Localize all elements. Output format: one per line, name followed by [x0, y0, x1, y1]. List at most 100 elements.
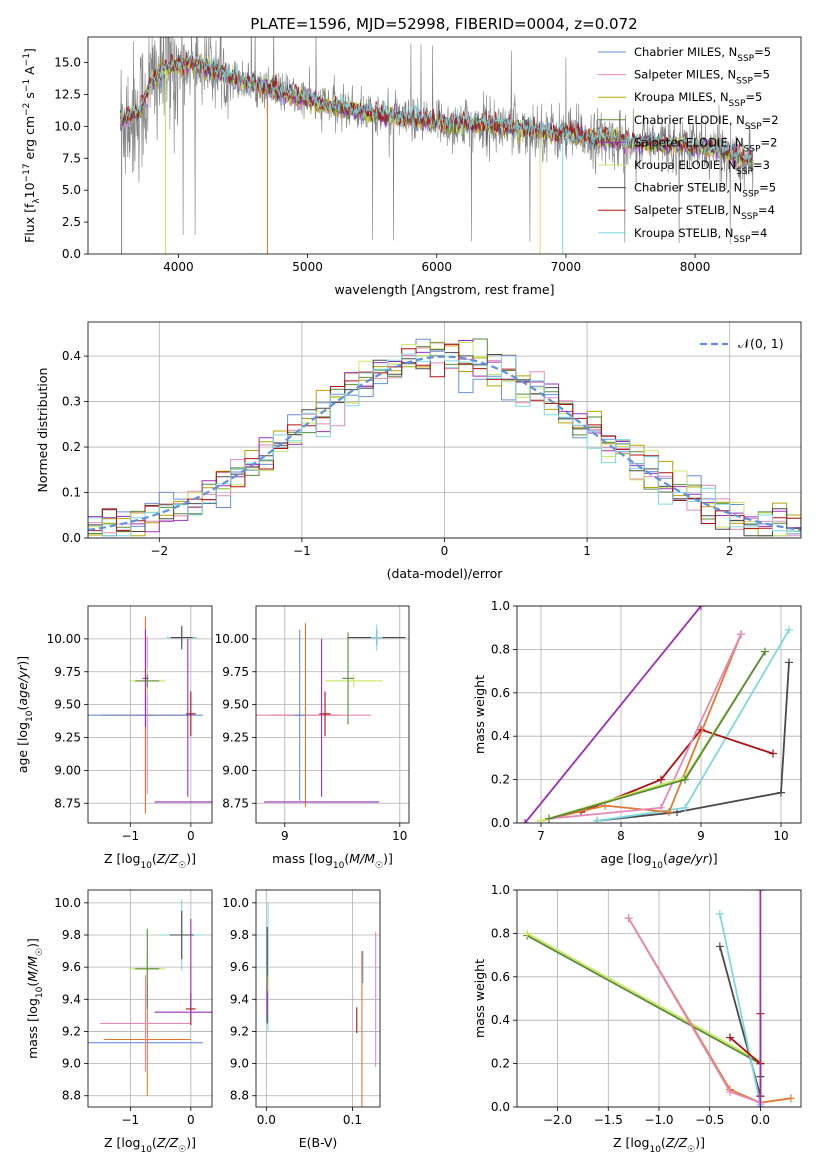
y-tick-label: 1.0 [491, 883, 510, 897]
x-tick-label: −1.5 [594, 1113, 623, 1127]
y-tick-label: 9.25 [54, 731, 81, 745]
y-tick-label: 9.6 [62, 960, 81, 974]
x-tick-label: 0.1 [343, 1113, 362, 1127]
weight-marker [593, 816, 601, 823]
y-tick-label: 10.00 [47, 632, 81, 646]
legend-label: Kroupa MILES, NSSP=5 [634, 90, 762, 109]
weight-marker [761, 647, 769, 656]
x-axis-label: Z [log10(Z/Z☉)] [104, 1135, 196, 1155]
y-axis-label: mass [log10(M/M☉)] [25, 938, 45, 1059]
data-spectrum [120, 37, 754, 245]
y-tick-label: 9.00 [222, 763, 249, 777]
x-tick-label: 0.0 [751, 1113, 770, 1127]
weight-marker [681, 803, 689, 812]
x-axis-label: Z [log10(Z/Z☉)] [613, 1135, 705, 1155]
axes-weight_vs_Z [513, 889, 802, 1111]
weight-marker [681, 775, 689, 784]
y-tick-label: 0.4 [491, 729, 510, 743]
x-tick-label: 9 [281, 829, 289, 843]
y-tick-label: 9.0 [62, 1057, 81, 1071]
weight-marker [786, 1094, 795, 1103]
y-axis-label: mass weight [472, 959, 487, 1038]
weight-marker [737, 630, 745, 639]
weight-series-chabrier_stelib [596, 662, 790, 822]
x-tick-label: 2 [726, 544, 734, 558]
legend-label: Chabrier MILES, NSSP=5 [634, 45, 771, 64]
y-axis-label: age [log10(age/yr)] [15, 656, 35, 773]
x-tick-label: −1 [121, 829, 139, 843]
errorbars-mass_vs_ebv [266, 902, 377, 1107]
y-tick-label: 10.0 [54, 896, 81, 910]
y-tick-label: 9.8 [62, 928, 81, 942]
residual-hist-kroupa_stelib [88, 350, 801, 537]
model-spectrum-salpeter_stelib [119, 51, 754, 165]
x-tick-label: 0 [441, 544, 449, 558]
y-tick-label: 10.0 [54, 119, 81, 133]
y-tick-label: 0.0 [491, 816, 510, 830]
weight-marker [624, 914, 633, 923]
y-tick-label: 15.0 [54, 56, 81, 70]
axes-frame [255, 889, 381, 1108]
y-tick-label: 0.6 [491, 970, 510, 984]
weight-marker [657, 803, 665, 812]
y-tick-label: 9.50 [222, 698, 249, 712]
y-tick-label: 0.2 [491, 773, 510, 787]
x-tick-label: 5000 [292, 260, 323, 274]
weight-lines-weight_vs_age [521, 606, 793, 823]
y-tick-label: 0.0 [62, 531, 81, 545]
weight-lines-weight_vs_Z [523, 890, 795, 1107]
axes-age_vs_Z [84, 605, 213, 827]
x-tick-label: 8 [617, 829, 625, 843]
x-tick-label: 4000 [163, 260, 194, 274]
model-spectrum-chabrier_stelib [119, 54, 753, 164]
y-tick-label: 9.0 [230, 1057, 249, 1071]
y-tick-label: 7.5 [62, 151, 81, 165]
y-tick-label: 9.75 [54, 665, 81, 679]
x-axis-label: age [log10(age/yr)] [600, 851, 717, 871]
weight-marker [523, 929, 532, 938]
x-axis-label: Z [log10(Z/Z☉)] [104, 851, 196, 871]
y-tick-label: 12.5 [54, 87, 81, 101]
x-tick-label: −1 [121, 1113, 139, 1127]
y-tick-label: 5.0 [62, 183, 81, 197]
axes-frame [87, 321, 802, 539]
y-tick-label: 0.8 [491, 642, 510, 656]
x-tick-label: 9 [697, 829, 705, 843]
model-spectrum-kroupa_stelib [119, 52, 753, 166]
weight-marker [545, 814, 553, 823]
y-tick-label: 10.00 [215, 632, 249, 646]
figure-title: PLATE=1596, MJD=52998, FIBERID=0004, z=0… [250, 15, 637, 33]
y-tick-label: 9.4 [62, 992, 81, 1006]
errorbars-age_vs_Z [88, 616, 212, 814]
normal-curve [88, 355, 801, 532]
residual-histograms [88, 338, 801, 537]
legend-label: Salpeter ELODIE, NSSP=2 [634, 135, 777, 154]
x-tick-label: −2.0 [543, 1113, 572, 1127]
legend-label: Kroupa ELODIE, NSSP=3 [634, 158, 770, 177]
y-tick-label: 2.5 [62, 215, 81, 229]
weight-marker [715, 909, 724, 918]
y-tick-label: 9.8 [230, 928, 249, 942]
axes-frame [87, 36, 802, 255]
weight-marker [726, 1087, 734, 1096]
x-axis-label: wavelength [Angstrom, rest frame] [334, 282, 554, 297]
weight-marker [777, 788, 785, 797]
legend-label: Kroupa STELIB, NSSP=4 [634, 226, 767, 245]
axes-frame [255, 605, 410, 824]
weight-series-kroupa_stelib [719, 913, 762, 1105]
x-tick-label: 7 [537, 829, 545, 843]
axes-spectrum [84, 36, 802, 258]
weight-marker [726, 1033, 734, 1042]
x-tick-label: 7000 [551, 260, 582, 274]
axes-frame [87, 605, 213, 824]
y-tick-label: 0.6 [491, 686, 510, 700]
x-tick-label: 0 [187, 829, 195, 843]
weight-series-kroupa_elodie [526, 932, 761, 1063]
x-tick-label: −2 [150, 544, 168, 558]
axes-mass_vs_ebv [252, 889, 381, 1111]
y-tick-label: 0.1 [62, 486, 81, 500]
y-tick-label: 9.25 [222, 731, 249, 745]
axes-frame [516, 605, 802, 824]
weight-series-chabrier_elodie [526, 934, 761, 1065]
